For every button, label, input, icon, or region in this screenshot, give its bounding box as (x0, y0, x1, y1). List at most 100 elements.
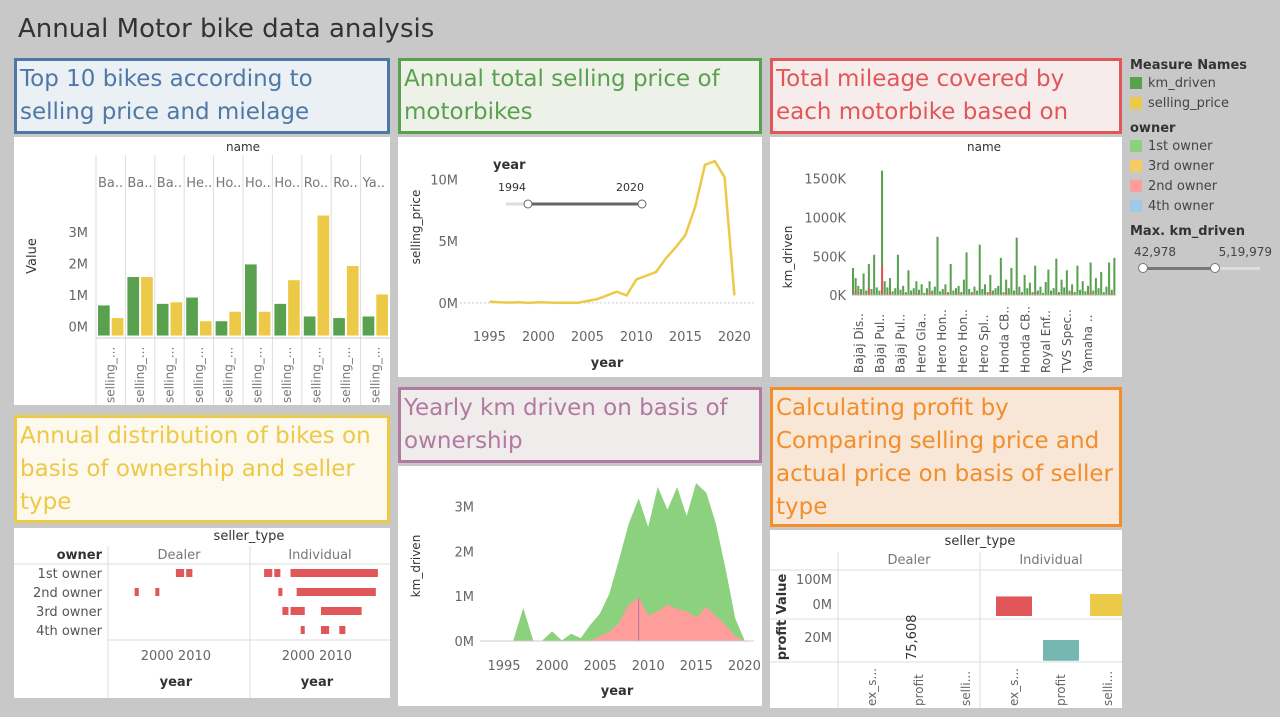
bar-1st-owner (1026, 288, 1029, 296)
bar-selling_price (229, 311, 241, 336)
bar-1st-owner (949, 264, 952, 296)
legend-measures: km_driven selling_price (1130, 73, 1276, 113)
legend-owner-item[interactable]: 4th owner (1130, 196, 1276, 216)
selling-price-line (489, 159, 736, 305)
chart-distribution[interactable]: seller_type owner Dealer Individual 1st owne… (14, 528, 390, 698)
row-header: owner (57, 548, 103, 563)
x-tick-label: Bajaj Dis.. (852, 313, 866, 373)
bar-1st-owner (857, 285, 860, 296)
bar-1st-owner (1044, 281, 1047, 296)
bar-2nd-owner (973, 292, 976, 296)
bar-1st-owner (928, 281, 931, 296)
legend-swatch (1130, 200, 1142, 212)
bar-2nd-owner (957, 293, 960, 296)
x-tick-label: Yamaha .. (1081, 315, 1095, 374)
distribution-mark (300, 626, 305, 634)
bar-1st-owner (1086, 285, 1089, 296)
bar-1st-owner (984, 284, 987, 296)
category-label: Ro.. (333, 176, 357, 191)
chart-profit[interactable]: seller_type Dealer Individual Value profit 10… (770, 530, 1122, 708)
bar-1st-owner (1079, 289, 1082, 296)
legend-swatch (1130, 160, 1142, 172)
bar-1st-owner (852, 267, 855, 296)
distribution-mark (175, 569, 185, 577)
bar-1st-owner (1013, 290, 1016, 296)
sub-label: selling_... (192, 347, 206, 403)
legend-owner-title: owner (1130, 121, 1176, 136)
bar-1st-owner (1005, 279, 1008, 296)
category-label: Ho.. (274, 176, 300, 191)
distribution-mark (264, 569, 273, 577)
bar-1st-owner (867, 264, 870, 296)
x-tick-label: 2020 (718, 330, 751, 345)
x-tick-label: 2000 (536, 659, 569, 674)
bar-2nd-owner (1089, 292, 1092, 296)
category-label: Ya.. (362, 176, 385, 191)
bar-km_driven (362, 316, 375, 336)
bar-km_driven (333, 318, 345, 336)
y-tick-label: 0M (813, 598, 833, 613)
category-label: Ba.. (98, 176, 123, 191)
y-axis-title: selling_price (409, 190, 423, 265)
bar-1st-owner (936, 236, 939, 296)
bar-km_driven (127, 277, 140, 336)
x-tick-label: 2005 (584, 659, 617, 674)
legend-swatch (1130, 97, 1142, 109)
chart-annual-price[interactable]: 0M 5M 10M 1995 2000 2005 2010 2015 2020 year selli… (398, 137, 762, 377)
bar-km_driven (98, 305, 110, 336)
distribution-mark (274, 569, 281, 577)
slider-min-handle[interactable] (1138, 263, 1148, 273)
bar-selling_price (376, 294, 388, 336)
bar-2nd-owner (854, 290, 857, 296)
distribution-mark (134, 588, 139, 596)
chart-yearly-km[interactable]: 0M 1M 2M 3M 1995 2000 2005 2010 2015 2020 year km_d… (398, 466, 762, 706)
bar-2nd-owner (1005, 292, 1008, 296)
sub-label: profit (1054, 674, 1068, 706)
chart-mileage[interactable]: name km_driven 0K 500K 1000K 1500K Bajaj Dis..… (770, 137, 1122, 377)
bar-1st-owner (941, 288, 944, 296)
legend-measure-item[interactable]: km_driven (1130, 73, 1276, 93)
bar-1st-owner (923, 292, 926, 296)
bar-2nd-owner (1071, 292, 1074, 296)
bar-1st-owner (968, 288, 971, 296)
chart-top10[interactable]: name Value 0M 1M 2M 3M Ba.. selling_... Ba.. sell… (14, 137, 390, 405)
bar-selling_price (199, 321, 212, 336)
bar-1st-owner (888, 278, 891, 296)
km-range-slider[interactable] (1130, 261, 1276, 275)
category-label: Ro.. (304, 176, 328, 191)
bar-2nd-owner (1018, 293, 1021, 296)
bar-1st-owner (978, 244, 981, 296)
x-tick-label: TVS Spec.. (1060, 309, 1074, 374)
y-tick-label: 1500K (804, 172, 846, 187)
x-tick-label: Hero Hon.. (935, 309, 949, 373)
bar-1st-owner (918, 289, 921, 296)
legend-owner-item[interactable]: 3rd owner (1130, 156, 1276, 176)
distribution-mark (296, 588, 376, 596)
bar-selling_price (141, 277, 153, 336)
x-tick-label: Bajaj Pul.. (873, 314, 887, 373)
profit-bar (1043, 640, 1079, 661)
slider-min-value: 42,978 (1134, 245, 1176, 259)
column-header: seller_type (945, 534, 1016, 549)
bar-2nd-owner (928, 292, 931, 296)
legend-swatch (1130, 140, 1142, 152)
legend-owner-item[interactable]: 1st owner (1130, 136, 1276, 156)
bar-1st-owner (1076, 265, 1079, 296)
bar-1st-owner (1102, 292, 1105, 296)
row-label: 1st owner (38, 567, 103, 582)
bar-selling_price (111, 318, 124, 336)
x-tick-label: 2005 (571, 330, 604, 345)
bar-1st-owner (886, 287, 889, 296)
slider-max-handle[interactable] (1210, 263, 1220, 273)
bar-2nd-owner (944, 292, 947, 296)
legend-measure-item[interactable]: selling_price (1130, 93, 1276, 113)
legend-owner-item[interactable]: 2nd owner (1130, 176, 1276, 196)
y-tick-label: 1M (69, 289, 89, 304)
bar-1st-owner (875, 287, 878, 296)
column-header: name (226, 140, 260, 154)
row-label: 2nd owner (33, 586, 103, 601)
bar-selling_price (288, 280, 300, 336)
bar-1st-owner (925, 288, 928, 296)
bar-1st-owner (883, 281, 886, 296)
x-tick-label: 1995 (473, 330, 506, 345)
